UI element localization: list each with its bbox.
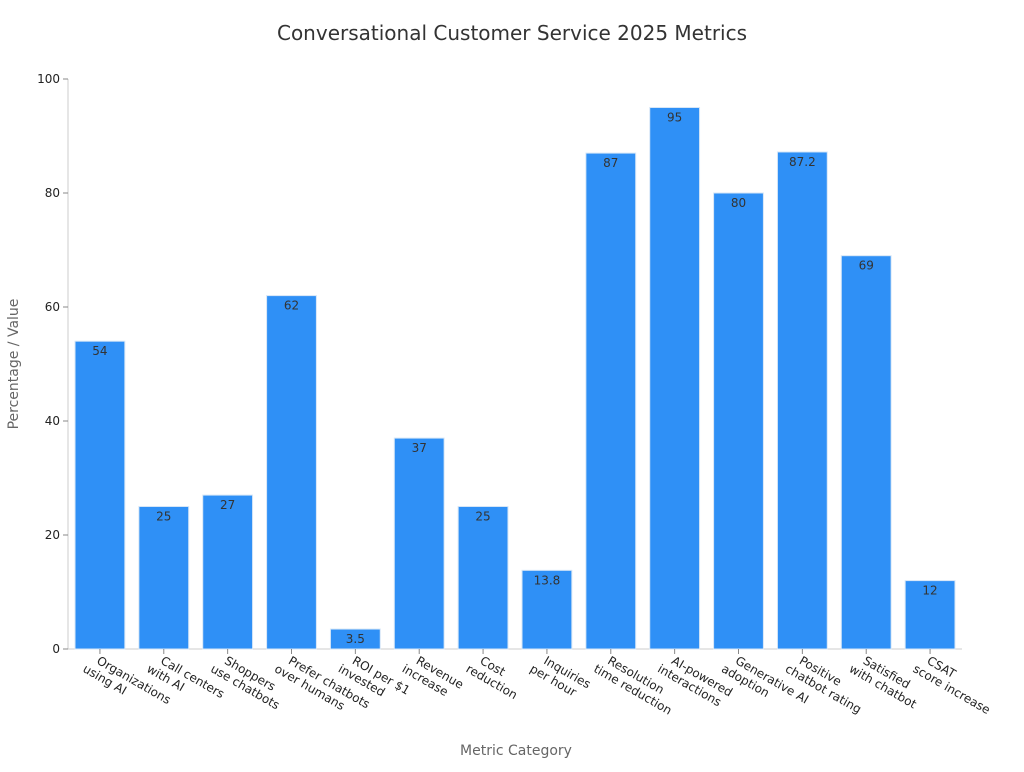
value-label: 12 (922, 584, 937, 598)
value-label: 95 (667, 111, 682, 125)
bar (713, 192, 764, 650)
bar (585, 152, 637, 650)
x-tick-label: CSATscore increase (911, 649, 1000, 717)
y-tick-label: 20 (45, 528, 60, 542)
y-tick-label: 100 (37, 72, 60, 86)
bar (74, 340, 126, 650)
value-label: 13.8 (534, 573, 561, 587)
x-tick-label: Inquiriesper hour (528, 649, 594, 703)
value-label: 80 (731, 196, 746, 210)
y-tick-label: 0 (52, 642, 60, 656)
value-label: 87 (603, 156, 618, 170)
bar (776, 151, 828, 650)
bar (138, 506, 190, 650)
value-label: 25 (475, 510, 490, 524)
bar (266, 295, 317, 650)
x-tick-label: Revenueincrease (400, 649, 466, 703)
bar (840, 255, 892, 650)
x-tick-label: Shoppersuse chatbots (208, 649, 289, 712)
x-tick-label: Generative AIadoption (719, 649, 811, 718)
bar (393, 437, 445, 650)
bar (202, 494, 254, 650)
y-axis-title: Percentage / Value (6, 299, 22, 430)
x-axis-title: Metric Category (460, 743, 572, 759)
x-tick-label: Organizationsusing AI (81, 649, 174, 719)
x-tick-label: Resolutiontime reduction (591, 649, 681, 717)
value-label: 54 (92, 344, 107, 358)
value-label: 69 (859, 259, 874, 273)
y-tick-label: 80 (45, 186, 60, 200)
value-label: 62 (284, 299, 299, 313)
value-label: 37 (412, 441, 427, 455)
value-label: 27 (220, 498, 235, 512)
value-label: 3.5 (346, 632, 365, 646)
y-tick-label: 60 (45, 300, 60, 314)
bar (457, 506, 509, 650)
bar (904, 580, 956, 650)
y-tick-label: 40 (45, 414, 60, 428)
value-label: 25 (156, 510, 171, 524)
x-tick-label: Call centerswith AI (144, 649, 226, 713)
x-tick-label: Positivechatbot rating (783, 649, 871, 716)
chart-title: Conversational Customer Service 2025 Met… (277, 21, 747, 45)
x-tick-label: Costreduction (464, 649, 527, 702)
value-label: 87.2 (789, 155, 816, 169)
bar (649, 107, 701, 650)
